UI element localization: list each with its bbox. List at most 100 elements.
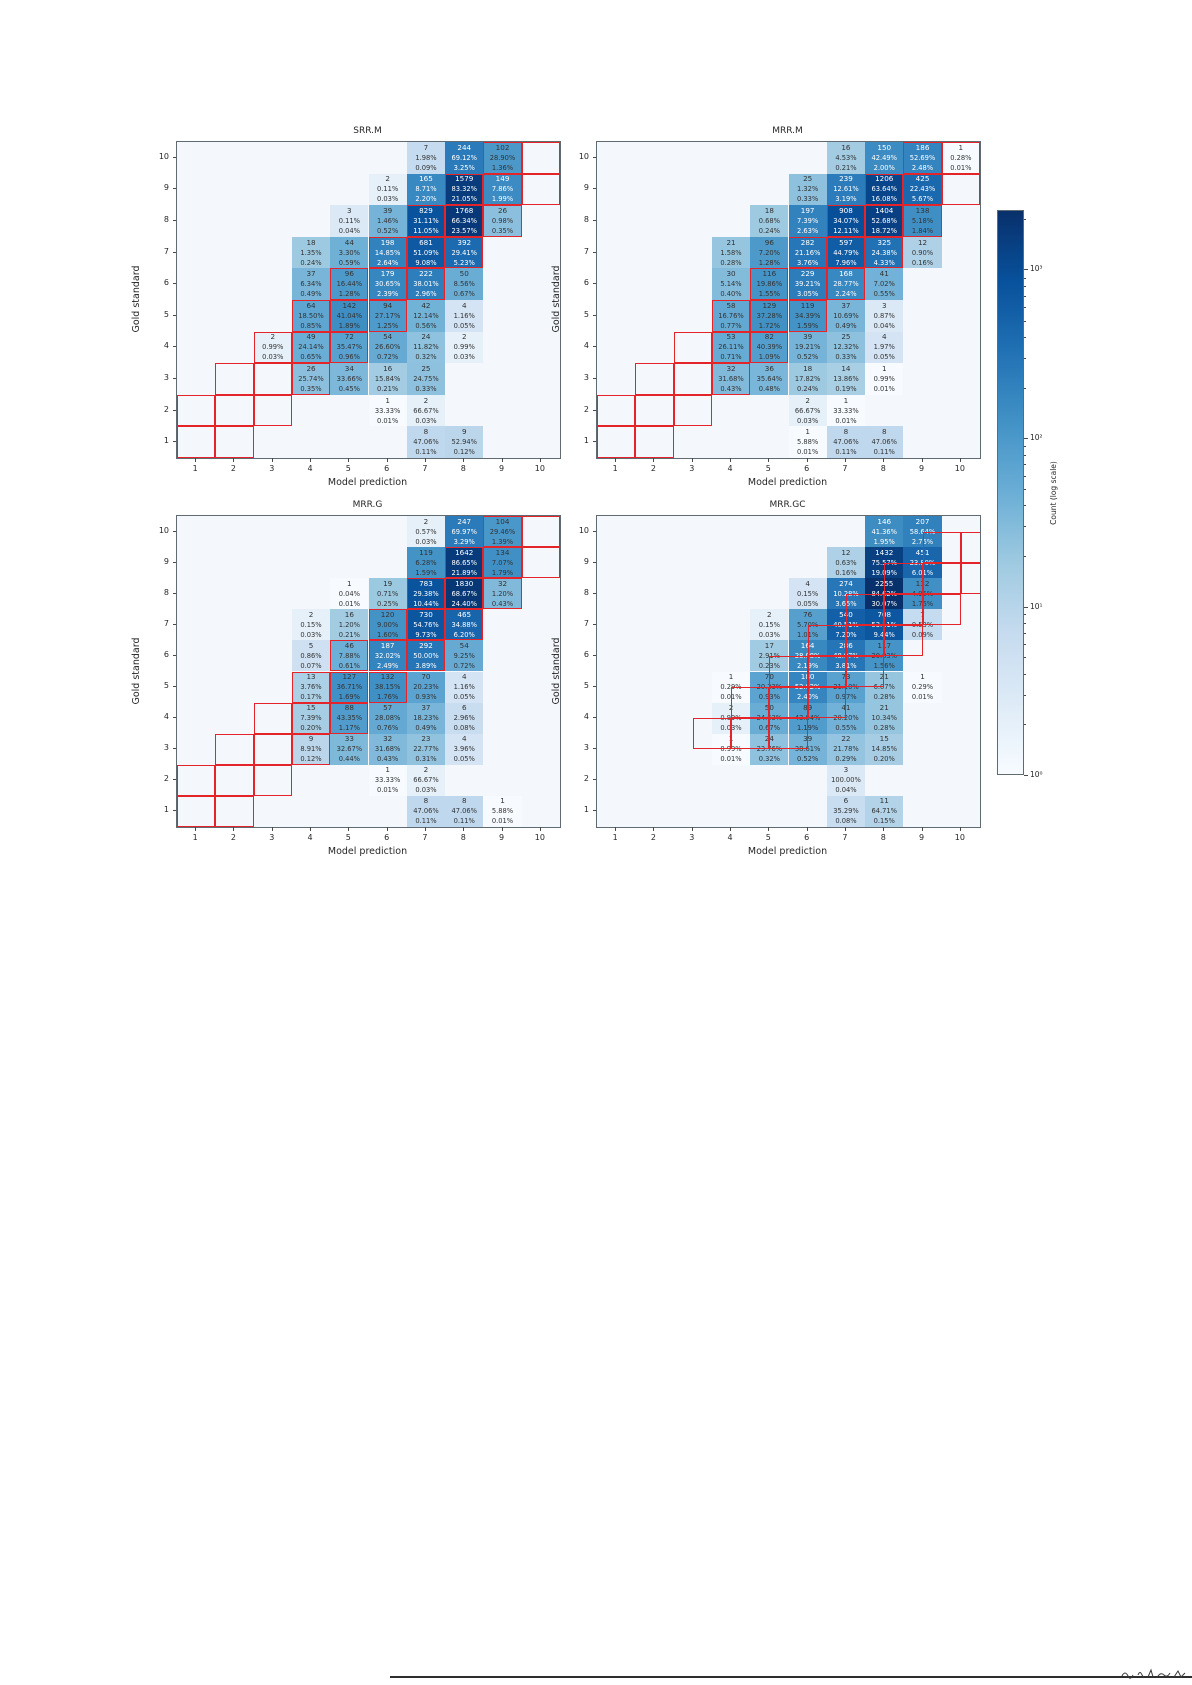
cell-total-percent: 21.05% <box>451 195 477 204</box>
cell-row-percent: 23.80% <box>909 558 936 567</box>
handwritten-scribble <box>1121 1668 1186 1679</box>
heatmap-cell: 187 32.02% 2.49% <box>368 640 407 672</box>
cell-row-percent: 0.63% <box>835 558 857 567</box>
heatmap-cell: 1 33.33% 0.01% <box>368 394 407 427</box>
heatmap-cell: 104 29.46% 1.39% <box>483 516 522 548</box>
heatmap-cell: 451 23.80% 6.01% <box>903 547 942 579</box>
cell-count: 26 <box>497 205 508 215</box>
heatmap-cell: 25 12.32% 0.33% <box>826 331 866 364</box>
cell-total-percent: 0.24% <box>758 226 780 235</box>
cell-row-percent: 2.91% <box>758 651 780 660</box>
cell-total-percent: 2.40% <box>797 693 819 702</box>
cell-total-percent: 0.04% <box>873 321 895 330</box>
y-axis-tick-mark <box>172 810 176 812</box>
cell-total-percent: 0.21% <box>835 163 857 172</box>
y-axis-tick-mark <box>172 156 176 158</box>
y-axis-tick-label: 7 <box>583 246 589 256</box>
heatmap-cell: 26 25.74% 0.35% <box>291 363 331 395</box>
cell-total-percent: 0.05% <box>453 693 475 702</box>
heatmap-cell: 33 32.67% 0.44% <box>330 733 369 765</box>
cell-row-percent: 7.39% <box>300 714 322 723</box>
x-axis-tick-mark <box>921 827 923 831</box>
cell-row-percent: 100.00% <box>831 776 861 785</box>
cell-row-percent: 1.20% <box>491 589 514 598</box>
cell-count: 24 <box>421 332 431 342</box>
heatmap-cell: 138 5.18% 1.84% <box>903 205 942 237</box>
y-axis-tick-label: 10 <box>158 151 169 161</box>
cell-count: 16 <box>344 609 354 619</box>
cell-count: 120 <box>380 609 395 619</box>
x-axis-tick-mark <box>768 458 770 462</box>
cell-row-percent: 22.43% <box>909 185 936 194</box>
x-axis-tick-label: 10 <box>954 464 965 473</box>
x-axis-tick-label: 2 <box>650 833 656 842</box>
cell-total-percent: 2.24% <box>835 290 857 299</box>
heatmap-cell: 1 0.29% 0.01% <box>711 671 751 703</box>
cell-row-percent: 31.68% <box>718 374 744 383</box>
heatmap-cell: 89 43.84% 1.19% <box>788 702 827 734</box>
cell-count: 1830 <box>455 578 474 588</box>
cell-count: 72 <box>344 332 354 342</box>
heatmap-cell: 21 10.34% 0.28% <box>865 702 904 734</box>
cell-count: 117 <box>877 640 892 650</box>
cell-row-percent: 0.68% <box>758 216 780 225</box>
cell-count: 21 <box>879 703 889 713</box>
cell-row-percent: 4.53% <box>835 153 857 162</box>
cell-count: 8 <box>461 796 467 806</box>
cell-total-percent: 0.67% <box>758 724 780 733</box>
tolerance-band-cell-outline <box>215 764 254 796</box>
heatmap-cell: 119 6.28% 1.59% <box>406 547 446 579</box>
cell-total-percent: 0.28% <box>720 258 742 267</box>
cell-total-percent: 0.03% <box>300 630 322 639</box>
heatmap-cell: 392 29.41% 5.23% <box>445 236 484 269</box>
cell-count: 46 <box>344 640 354 650</box>
cell-total-percent: 1.69% <box>338 693 360 702</box>
y-axis-tick-mark <box>592 251 596 253</box>
heatmap-cell: 9 8.91% 0.12% <box>291 733 331 765</box>
heatmap-cell: 274 10.28% 3.65% <box>826 578 866 610</box>
cell-total-percent: 0.97% <box>835 693 857 702</box>
heatmap-cell: 32 31.68% 0.43% <box>711 363 751 395</box>
cell-row-percent: 14.85% <box>374 248 401 257</box>
cell-row-percent: 3.30% <box>338 248 360 257</box>
cell-count: 165 <box>419 174 433 184</box>
cell-total-percent: 0.28% <box>873 724 895 733</box>
y-axis-label: Gold standard <box>551 265 562 333</box>
x-axis-tick-label: 7 <box>842 833 848 842</box>
cell-total-percent: 0.96% <box>338 353 360 362</box>
cell-row-percent: 33.33% <box>833 406 859 415</box>
y-axis-tick-mark <box>592 188 596 190</box>
cell-count: 32 <box>726 363 736 373</box>
cell-count: 19 <box>383 578 393 588</box>
cell-count: 142 <box>342 300 357 310</box>
cell-count: 179 <box>380 269 395 279</box>
cell-row-percent: 0.11% <box>377 185 399 194</box>
heatmap-cell: 425 22.43% 5.67% <box>903 173 942 206</box>
heatmap-cell: 2255 84.62% 30.07% <box>865 578 904 610</box>
heatmap-cell: 18 17.82% 0.24% <box>788 363 827 395</box>
colorbar-minor-tick-mark <box>1024 337 1026 339</box>
y-axis-tick-mark <box>172 346 176 348</box>
cell-count: 6 <box>461 703 467 713</box>
cell-row-percent: 0.29% <box>720 683 742 692</box>
cell-count: 24 <box>764 734 774 744</box>
heatmap-cell: 42 12.14% 0.56% <box>406 300 446 332</box>
heatmap-cell: 4 1.16% 0.05% <box>445 671 484 703</box>
y-axis-tick-mark <box>172 717 176 719</box>
cell-total-percent: 2.63% <box>797 226 819 235</box>
cell-count: 54 <box>459 640 469 650</box>
colorbar-minor-tick-mark <box>1024 526 1026 528</box>
cell-count: 274 <box>839 578 853 588</box>
y-axis-tick-mark <box>592 156 596 158</box>
cell-total-percent: 3.65% <box>835 599 857 608</box>
cell-row-percent: 47.06% <box>413 438 439 447</box>
cell-total-percent: 0.77% <box>720 321 742 330</box>
heatmap-cell: 239 12.61% 3.19% <box>826 173 866 206</box>
heatmap-cell: 21 1.58% 0.28% <box>711 236 751 269</box>
y-axis-tick-mark <box>172 283 176 285</box>
colorbar-minor-tick-mark <box>1024 505 1026 507</box>
cell-count: 76 <box>803 609 813 619</box>
cell-row-percent: 5.88% <box>491 807 514 816</box>
cell-total-percent: 0.12% <box>300 755 322 764</box>
cell-total-percent: 1.36% <box>491 163 514 172</box>
